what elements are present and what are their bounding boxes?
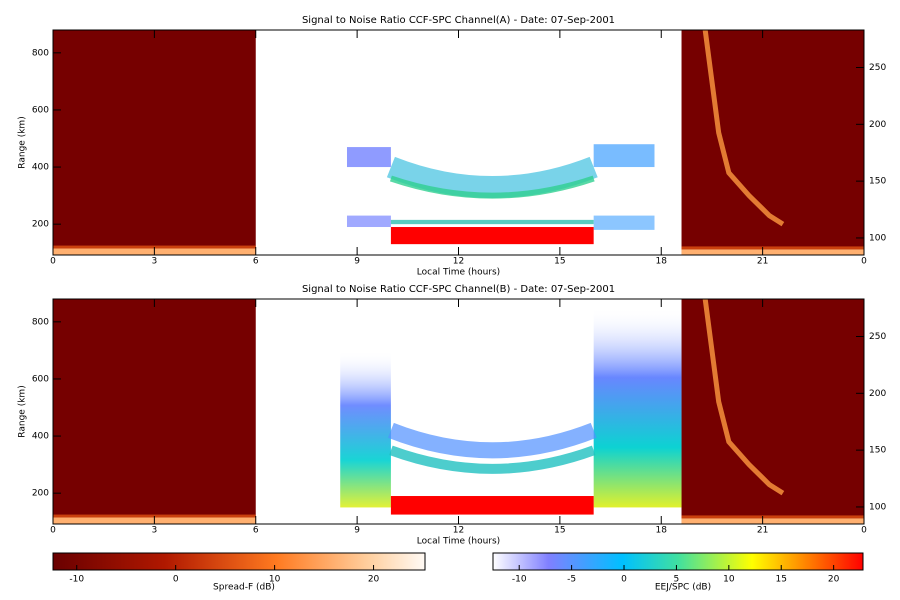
x-tick-label: 0 — [861, 526, 867, 536]
x-tick-label: 21 — [757, 526, 768, 536]
y-tick-label: 400 — [32, 163, 49, 173]
colorbar-tick-label: 15 — [776, 575, 787, 585]
colorbar-tick-label: 20 — [368, 575, 380, 585]
colorbar-tick-label: 10 — [723, 575, 735, 585]
x-axis-label: Local Time (hours) — [417, 268, 500, 278]
colorbar-tick-label: -5 — [567, 575, 576, 585]
y2-tick-label: 100 — [869, 502, 886, 512]
image-region — [681, 249, 864, 255]
x-tick-label: 0 — [861, 257, 867, 267]
colorbar-tick-label: -10 — [69, 575, 84, 585]
trace — [702, 29, 785, 227]
image-region — [593, 307, 682, 508]
y2-tick-label: 150 — [869, 177, 886, 187]
y-tick-label: 800 — [32, 317, 49, 327]
band — [387, 422, 597, 459]
x-tick-label: 12 — [453, 526, 464, 536]
x-tick-label: 21 — [757, 257, 768, 267]
x-tick-label: 0 — [50, 526, 56, 536]
x-tick-label: 9 — [354, 526, 360, 536]
colorbar-label: EEJ/SPC (dB) — [655, 583, 711, 593]
colorbar-label: Spread-F (dB) — [213, 583, 275, 593]
y-axis-label: Range (km) — [18, 385, 28, 437]
colorbar-tick-label: 5 — [674, 575, 680, 585]
x-tick-label: 3 — [152, 526, 158, 536]
image-region — [681, 246, 864, 250]
y2-tick-label: 250 — [869, 63, 886, 73]
colorbar-tick-label: 0 — [173, 575, 179, 585]
chart-title: Signal to Noise Ratio CCF-SPC Channel(A)… — [302, 15, 615, 26]
y-tick-label: 200 — [32, 489, 49, 499]
image-region — [53, 30, 256, 255]
x-tick-label: 15 — [554, 257, 565, 267]
x-tick-label: 0 — [50, 257, 56, 267]
x-tick-label: 15 — [554, 526, 565, 536]
image-region — [346, 147, 391, 168]
colorbar — [52, 552, 426, 571]
image-region — [340, 350, 391, 508]
y2-tick-label: 200 — [869, 389, 886, 399]
trace — [702, 298, 785, 496]
y-tick-label: 600 — [32, 374, 49, 384]
x-tick-label: 12 — [453, 257, 464, 267]
image-region — [390, 219, 594, 225]
image-region — [346, 215, 391, 228]
y2-tick-label: 250 — [869, 332, 886, 342]
x-tick-label: 18 — [656, 257, 668, 267]
colorbar-tick-label: 10 — [269, 575, 281, 585]
image-region — [390, 496, 594, 515]
x-tick-label: 6 — [253, 257, 259, 267]
colorbar-tick-label: 20 — [828, 575, 840, 585]
colorbar-tick-label: 0 — [621, 575, 627, 585]
y-axis-label: Range (km) — [18, 116, 28, 168]
y-tick-label: 600 — [32, 105, 49, 115]
y-tick-label: 800 — [32, 48, 49, 58]
y-tick-label: 200 — [32, 220, 49, 230]
image-region — [53, 299, 256, 524]
image-region — [390, 227, 594, 245]
colorbar-tick-label: -10 — [512, 575, 527, 585]
x-axis-label: Local Time (hours) — [417, 537, 500, 547]
y2-tick-label: 200 — [869, 120, 886, 130]
image-region — [593, 144, 655, 168]
x-tick-label: 9 — [354, 257, 360, 267]
colorbar — [492, 552, 864, 571]
image-region — [593, 215, 655, 230]
x-tick-label: 18 — [656, 526, 668, 536]
chart-title: Signal to Noise Ratio CCF-SPC Channel(B)… — [302, 284, 615, 295]
band — [386, 156, 598, 198]
image-region — [681, 518, 864, 524]
x-tick-label: 3 — [152, 257, 158, 267]
image-region — [681, 515, 864, 519]
y2-tick-label: 150 — [869, 446, 886, 456]
band — [389, 175, 595, 199]
y2-tick-label: 100 — [869, 233, 886, 243]
y-tick-label: 400 — [32, 432, 49, 442]
band — [389, 445, 596, 474]
x-tick-label: 6 — [253, 526, 259, 536]
